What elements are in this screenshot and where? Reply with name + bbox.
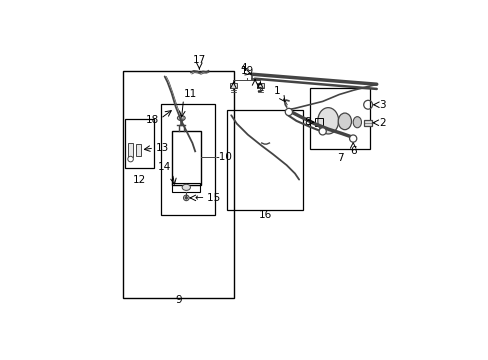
- Text: 9: 9: [175, 296, 182, 305]
- Circle shape: [285, 108, 292, 116]
- Text: 5: 5: [256, 84, 262, 94]
- FancyBboxPatch shape: [229, 82, 237, 87]
- Bar: [160, 104, 214, 215]
- Text: 18: 18: [145, 115, 158, 125]
- Bar: [123, 71, 233, 298]
- Text: -10: -10: [216, 152, 232, 162]
- Text: 19: 19: [240, 67, 253, 76]
- Text: 7: 7: [336, 153, 343, 163]
- Bar: [309, 87, 369, 149]
- Bar: [172, 183, 200, 192]
- Text: 13: 13: [155, 143, 168, 153]
- Text: 12: 12: [133, 175, 146, 185]
- FancyBboxPatch shape: [364, 120, 371, 126]
- Circle shape: [183, 195, 189, 201]
- Text: 14: 14: [158, 162, 171, 172]
- Bar: [314, 118, 323, 126]
- Text: ← 15: ← 15: [194, 193, 220, 203]
- Circle shape: [184, 197, 187, 199]
- Bar: [135, 144, 140, 156]
- Ellipse shape: [182, 184, 190, 190]
- Circle shape: [127, 156, 133, 162]
- Text: 8: 8: [304, 117, 310, 127]
- Bar: [128, 143, 133, 157]
- FancyBboxPatch shape: [256, 82, 264, 87]
- Ellipse shape: [177, 116, 185, 121]
- Circle shape: [319, 128, 325, 135]
- Ellipse shape: [317, 108, 338, 134]
- Text: 1: 1: [273, 86, 280, 96]
- Text: 17: 17: [192, 55, 205, 65]
- Text: 6: 6: [349, 146, 356, 156]
- Bar: [171, 131, 200, 185]
- Text: 2: 2: [378, 118, 385, 128]
- Text: 16: 16: [258, 210, 271, 220]
- Text: 11: 11: [183, 89, 197, 99]
- Text: 4: 4: [240, 63, 247, 73]
- Ellipse shape: [352, 117, 361, 128]
- Text: 3: 3: [378, 100, 385, 110]
- Bar: [226, 110, 303, 210]
- Ellipse shape: [338, 113, 351, 130]
- Circle shape: [349, 135, 356, 142]
- Bar: [125, 120, 154, 168]
